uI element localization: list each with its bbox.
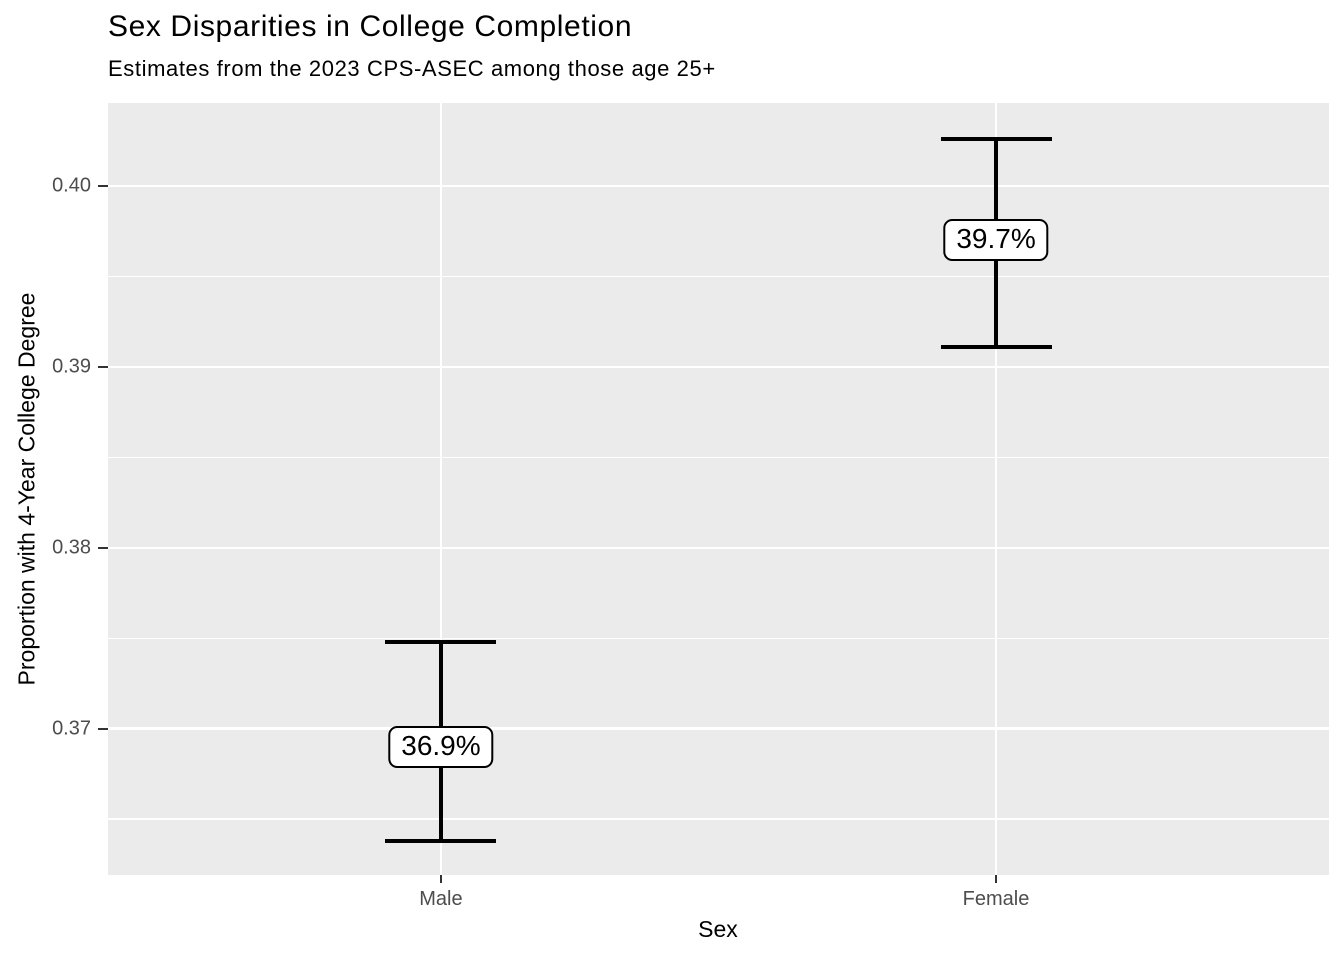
estimate-label: 39.7% xyxy=(943,219,1049,262)
chart-subtitle: Estimates from the 2023 CPS-ASEC among t… xyxy=(108,56,716,81)
y-axis-title: Proportion with 4-Year College Degree xyxy=(13,292,40,686)
errorbar-cap-upper xyxy=(385,639,497,644)
major-gridline-vertical xyxy=(439,103,443,875)
chart-title: Sex Disparities in College Completion xyxy=(108,10,633,43)
errorbar-cap-lower xyxy=(940,345,1052,350)
x-axis-title: Sex xyxy=(698,916,738,942)
major-gridline xyxy=(108,546,1329,549)
major-gridline xyxy=(108,727,1329,730)
minor-gridline xyxy=(108,818,1329,820)
x-tick-mark xyxy=(439,875,442,883)
y-tick-mark xyxy=(98,365,108,368)
major-gridline xyxy=(108,365,1329,369)
x-tick-label: Female xyxy=(962,888,1030,910)
minor-gridline xyxy=(108,456,1329,458)
errorbar-cap-lower xyxy=(385,838,497,843)
estimate-label: 36.9% xyxy=(388,725,494,768)
y-tick-label: 0.38 xyxy=(52,536,91,559)
plot-panel: 36.9% 39.7% xyxy=(108,103,1329,875)
y-tick-label: 0.39 xyxy=(52,355,91,378)
y-tick-mark xyxy=(98,727,108,730)
minor-gridline xyxy=(108,637,1329,639)
y-tick-mark xyxy=(98,185,108,188)
y-tick-label: 0.40 xyxy=(52,174,91,197)
y-tick-mark xyxy=(98,546,108,549)
y-tick-label: 0.37 xyxy=(52,717,91,740)
x-tick-label: Male xyxy=(419,888,463,910)
minor-gridline xyxy=(108,275,1329,278)
x-tick-mark xyxy=(995,875,998,883)
major-gridline xyxy=(108,184,1329,188)
errorbar-cap-upper xyxy=(940,137,1052,142)
major-gridline-vertical xyxy=(994,103,998,875)
